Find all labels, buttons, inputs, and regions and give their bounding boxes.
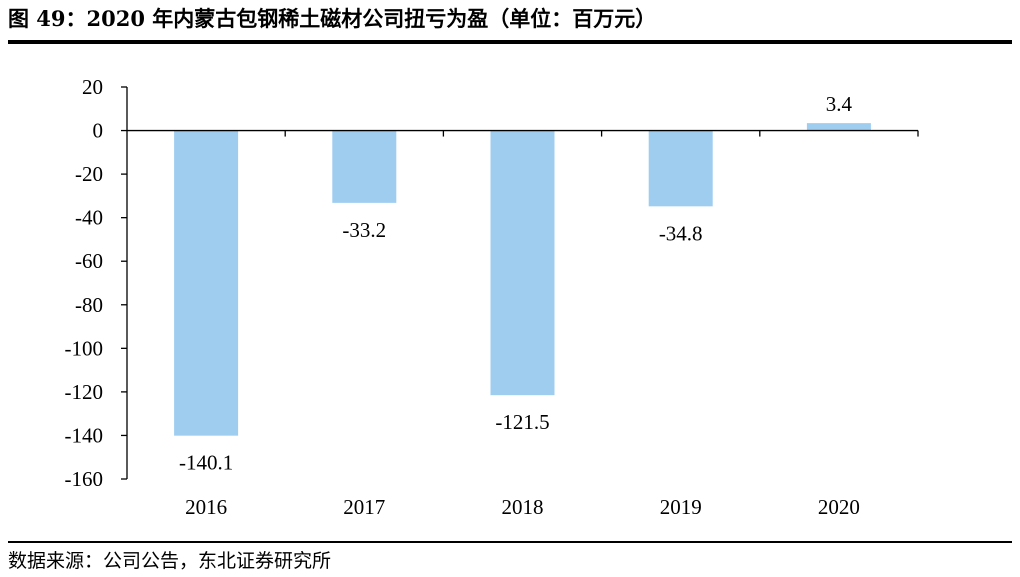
data-labels: -140.1 -33.2 -121.5 -34.8 3.4 xyxy=(179,92,853,475)
source-rule xyxy=(8,541,1012,543)
data-label-2018: -121.5 xyxy=(495,410,549,434)
title-rule xyxy=(8,40,1012,44)
bar-2018 xyxy=(490,130,555,396)
chart-canvas: 20 0 -20 -40 -60 -80 -100 -120 -140 -160 -140.1 -3… xyxy=(65,75,919,519)
x-tick-label-2020: 2020 xyxy=(818,495,860,519)
bars xyxy=(174,123,871,436)
zero-axis xyxy=(127,129,919,137)
y-tick-label: 20 xyxy=(82,75,103,99)
data-label-2016: -140.1 xyxy=(179,451,233,475)
x-axis-labels: 2016 2017 2018 2019 2020 xyxy=(185,495,860,519)
y-tick-label: -140 xyxy=(65,423,104,447)
y-tick-label: -160 xyxy=(65,467,104,491)
bar-chart: 20 0 -20 -40 -60 -80 -100 -120 -140 -160 -140.1 -3… xyxy=(0,46,1020,536)
y-tick-label: -20 xyxy=(75,162,103,186)
data-label-2017: -33.2 xyxy=(342,218,386,242)
bar-2019 xyxy=(648,130,713,207)
bar-2020 xyxy=(806,123,871,131)
y-tick-label: -60 xyxy=(75,249,103,273)
bar-2016 xyxy=(174,130,239,436)
x-tick-label-2016: 2016 xyxy=(185,495,227,519)
y-tick-label: -120 xyxy=(65,380,104,404)
y-axis: 20 0 -20 -40 -60 -80 -100 -120 -140 -160 xyxy=(65,75,128,491)
bar-2017 xyxy=(332,130,397,203)
data-label-2019: -34.8 xyxy=(659,221,703,245)
y-tick-label: 0 xyxy=(93,119,104,143)
x-tick-label-2018: 2018 xyxy=(502,495,544,519)
x-tick-label-2017: 2017 xyxy=(343,495,385,519)
source-note: 数据来源：公司公告，东北证券研究所 xyxy=(8,550,332,572)
y-tick-label: -100 xyxy=(65,336,104,360)
figure-title: 图 49：2020 年内蒙古包钢稀土磁材公司扭亏为盈（单位：百万元） xyxy=(8,6,657,31)
y-tick-label: -80 xyxy=(75,293,103,317)
x-tick-label-2019: 2019 xyxy=(660,495,702,519)
y-tick-label: -40 xyxy=(75,206,103,230)
data-label-2020: 3.4 xyxy=(826,92,853,116)
